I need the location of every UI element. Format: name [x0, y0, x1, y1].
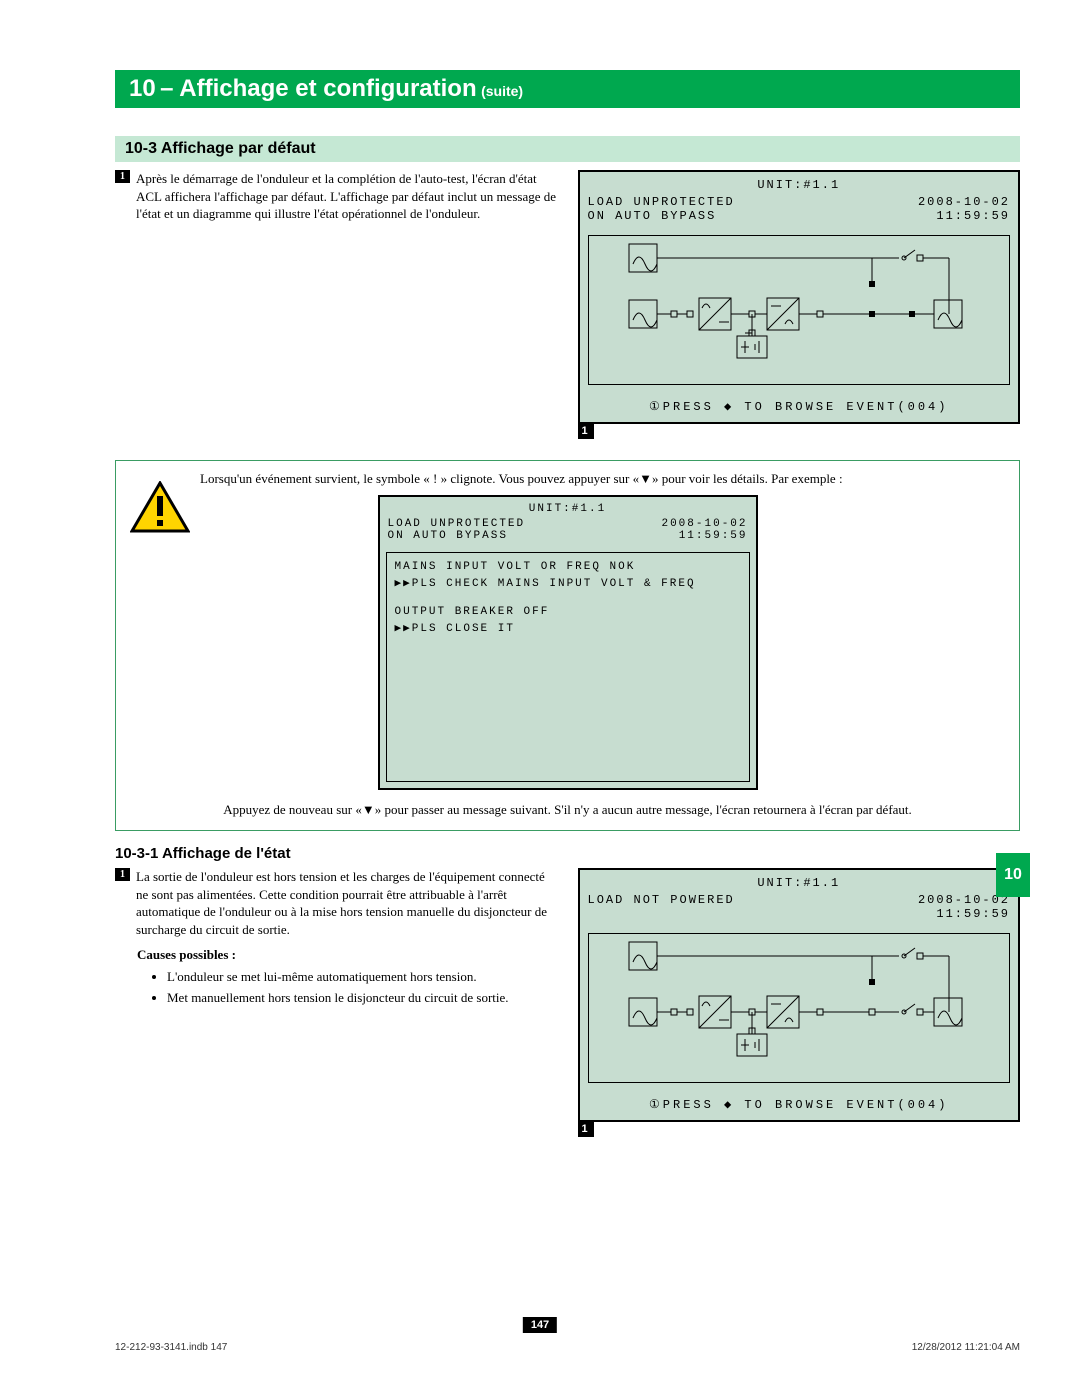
section1-content: 1 Après le démarrage de l'onduleur et la…	[115, 170, 1020, 424]
lcd2-marker: 1	[578, 1122, 594, 1137]
section2-para: La sortie de l'onduleur est hors tension…	[136, 868, 558, 938]
lcdw-msg2: ▶▶PLS CHECK MAINS INPUT VOLT & FREQ	[395, 576, 741, 590]
section2-content: 1 La sortie de l'onduleur est hors tensi…	[115, 868, 1020, 1122]
section-header-1: 10-3 Affichage par défaut	[115, 136, 1020, 162]
ups-diagram-1	[589, 236, 989, 386]
warning-icon	[130, 481, 190, 535]
list-item: Met manuellement hors tension le disjonc…	[167, 989, 558, 1007]
section1-para: Après le démarrage de l'onduleur et la c…	[136, 170, 558, 223]
lcd2-unit: UNIT:#1.1	[588, 876, 1011, 890]
lcdw-status: LOAD UNPROTECTED	[388, 518, 526, 530]
ups-diagram-2	[589, 934, 989, 1084]
lcd1-date: 2008-10-02	[918, 195, 1010, 209]
lcd2-blank	[588, 907, 597, 921]
lcdw-msg4: ▶▶PLS CLOSE IT	[395, 621, 741, 635]
chapter-banner: 10 – Affichage et configuration (suite)	[115, 70, 1020, 108]
lcdw-messages: MAINS INPUT VOLT OR FREQ NOK ▶▶PLS CHECK…	[386, 552, 750, 782]
lcd2-diagram	[588, 933, 1011, 1083]
chapter-title: Affichage et configuration	[179, 75, 476, 102]
causes-label: Causes possibles :	[137, 946, 558, 964]
lcd-screen-1: UNIT:#1.1 LOAD UNPROTECTED 2008-10-02 ON …	[578, 170, 1021, 424]
lcd2-footer: ①PRESS ◆ TO BROWSE EVENT(004)	[580, 1089, 1019, 1120]
lcd1-mode: ON AUTO BYPASS	[588, 209, 717, 223]
marker-1: 1	[115, 170, 130, 183]
lcd-screen-2: UNIT:#1.1 LOAD NOT POWERED2008-10-02 11:…	[578, 868, 1021, 1122]
marker-2: 1	[115, 868, 130, 881]
side-tab: 10	[996, 853, 1030, 897]
lcd1-status: LOAD UNPROTECTED	[588, 195, 735, 209]
section-header-2: 10-3-1 Affichage de l'état	[115, 845, 1020, 862]
footer: 12-212-93-3141.indb 147 12/28/2012 11:21…	[115, 1342, 1020, 1353]
footer-left: 12-212-93-3141.indb 147	[115, 1342, 227, 1353]
page-number: 147	[523, 1317, 557, 1333]
lcdw-unit: UNIT:#1.1	[388, 503, 748, 515]
chapter-number: 10	[129, 75, 156, 102]
lcd1-marker: 1	[578, 424, 594, 439]
lcd2-status: LOAD NOT POWERED	[588, 893, 735, 907]
lcd1-time: 11:59:59	[936, 209, 1010, 223]
lcd1-diagram	[588, 235, 1011, 385]
lcdw-msg1: MAINS INPUT VOLT OR FREQ NOK	[395, 561, 741, 573]
causes-list: L'onduleur se met lui-même automatiqueme…	[137, 968, 558, 1007]
lcd1-unit: UNIT:#1.1	[588, 178, 1011, 192]
lcdw-msg3: OUTPUT BREAKER OFF	[395, 606, 741, 618]
lcdw-time: 11:59:59	[679, 530, 748, 542]
warning-before: Lorsqu'un événement survient, le symbole…	[200, 471, 1007, 487]
warning-box: Lorsqu'un événement survient, le symbole…	[115, 460, 1020, 831]
lcd-screen-warning: UNIT:#1.1 LOAD UNPROTECTED 2008-10-02 ON …	[378, 495, 758, 790]
lcd2-time: 11:59:59	[936, 907, 1010, 921]
lcd1-footer: ①PRESS ◆ TO BROWSE EVENT(004)	[580, 391, 1019, 422]
list-item: L'onduleur se met lui-même automatiqueme…	[167, 968, 558, 986]
lcdw-date: 2008-10-02	[661, 518, 747, 530]
warning-after: Appuyez de nouveau sur «▼» pour passer a…	[128, 802, 1007, 818]
chapter-suffix: (suite)	[481, 83, 523, 99]
lcdw-mode: ON AUTO BYPASS	[388, 530, 508, 542]
page: 10 – Affichage et configuration (suite) …	[0, 0, 1080, 1377]
footer-right: 12/28/2012 11:21:04 AM	[912, 1342, 1020, 1353]
